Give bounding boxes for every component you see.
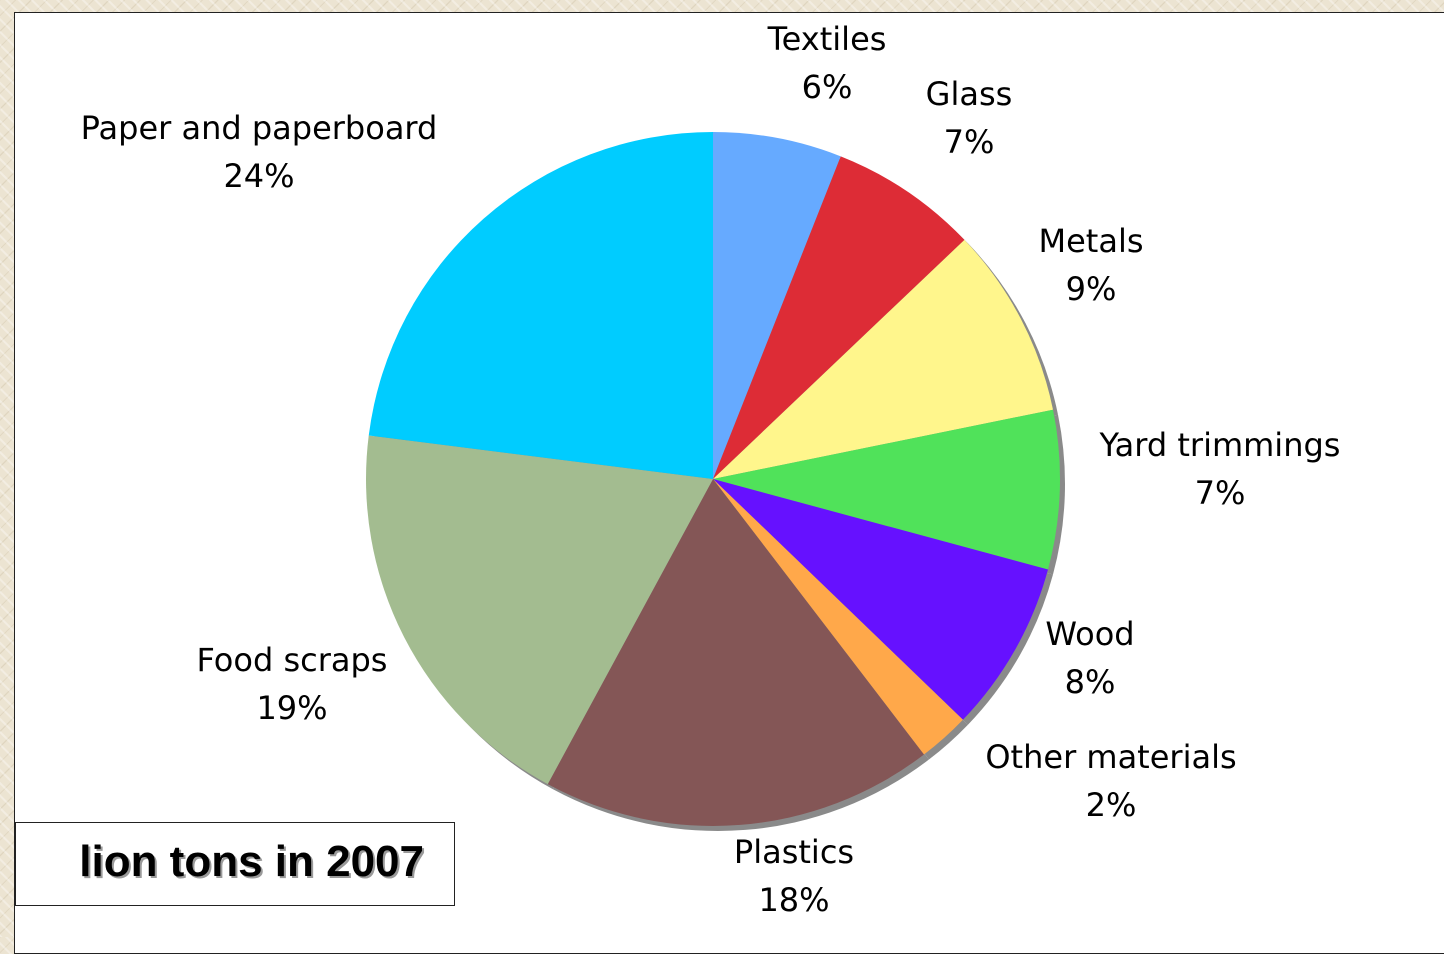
slice-label: Food scraps — [197, 641, 388, 679]
pie-slice-paper-and-paperboard — [368, 132, 713, 479]
slice-percent-label: 19% — [256, 689, 327, 727]
pie-slice-textiles — [713, 132, 841, 479]
slice-percent-label: 2% — [1086, 786, 1137, 824]
pie-slice-yard-trimmings — [713, 409, 1061, 570]
slice-percent-label: 7% — [1195, 474, 1246, 512]
pie-slice-other-materials — [713, 479, 963, 755]
pie-slice-layer — [366, 132, 1061, 826]
pie-chart: Textiles 6% Glass 7% Metals 9% Yard trimmings 7… — [81, 20, 1341, 919]
slice-label: Glass — [926, 75, 1013, 113]
slice-label: Wood — [1045, 615, 1134, 653]
slice-label: Metals — [1038, 222, 1143, 260]
slice-percent-label: 9% — [1066, 270, 1117, 308]
pie-slice-plastics — [547, 479, 924, 826]
slice-label: Yard trimmings — [1099, 426, 1341, 464]
slice-percent-label: 7% — [944, 123, 995, 161]
caption-box: lion tons in 2007 — [15, 822, 455, 906]
slice-percent-label: 18% — [758, 881, 829, 919]
pie-slice-wood — [713, 479, 1048, 720]
pie-slice-food-scraps — [366, 435, 713, 785]
pie-slice-glass — [713, 156, 965, 479]
slice-percent-label: 8% — [1065, 663, 1116, 701]
slice-label: Plastics — [734, 833, 854, 871]
slice-label: Other materials — [985, 738, 1236, 776]
slice-label: Paper and paperboard — [81, 109, 438, 147]
pie-slice-metals — [713, 239, 1054, 479]
slice-percent-label: 6% — [802, 68, 853, 106]
chart-panel: Textiles 6% Glass 7% Metals 9% Yard trimmings 7… — [14, 12, 1444, 954]
caption-text: lion tons in 2007 — [79, 837, 424, 886]
pie-label-layer: Textiles 6% Glass 7% Metals 9% Yard trimmings 7… — [81, 20, 1341, 919]
slice-percent-label: 24% — [223, 157, 294, 195]
slice-label: Textiles — [767, 20, 887, 58]
